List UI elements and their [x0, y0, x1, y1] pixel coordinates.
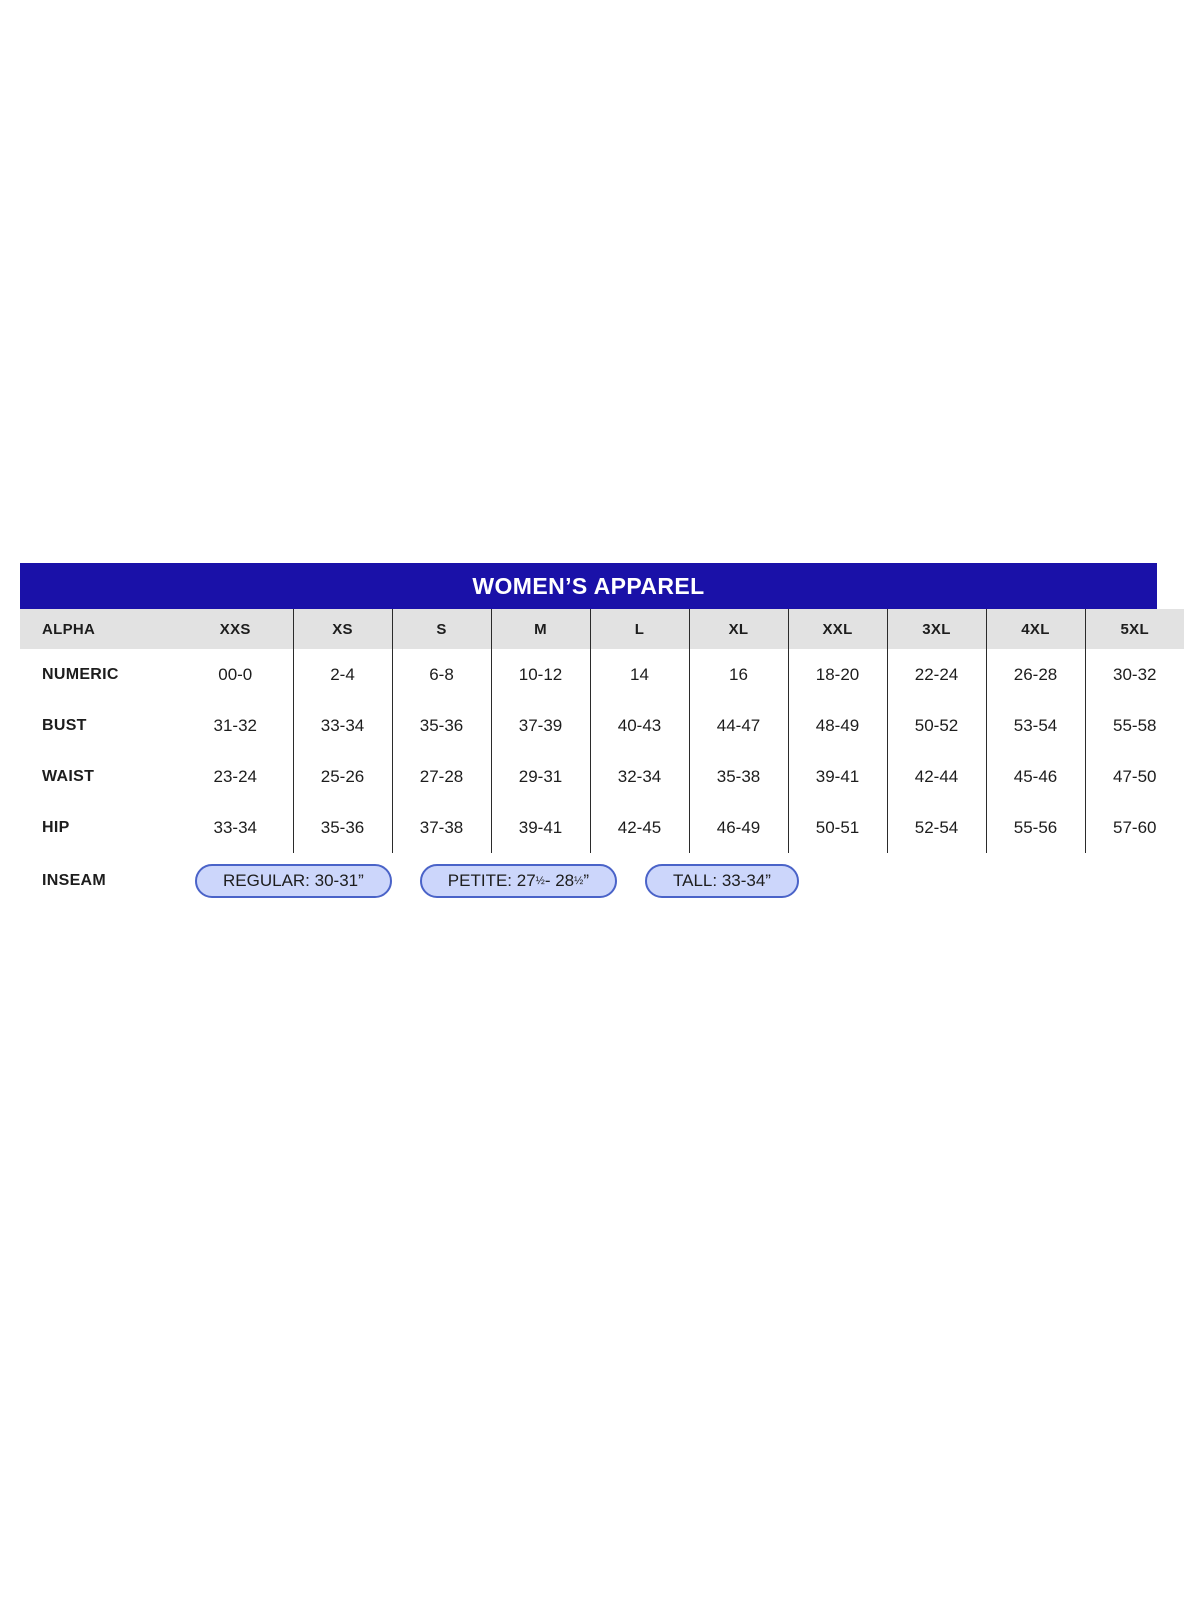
cell-waist-xxl: 39-41 — [787, 751, 887, 802]
column-header-xxl: XXL — [787, 609, 887, 649]
cell-numeric-xxs: 00-0 — [218, 664, 253, 684]
cell-bust-m: 37-39 — [490, 700, 590, 751]
cell-bust-xxl: 48-49 — [787, 700, 887, 751]
inseam-pill-group: REGULAR: 30-31” PETITE: 27 ½ - 28 ½” TALL:… — [178, 864, 1184, 898]
page-title: WOMEN’S APPAREL — [472, 572, 705, 599]
cell-numeric-3xl: 22-24 — [886, 649, 986, 700]
cell-waist-4xl: 45-46 — [985, 751, 1085, 802]
chart-title-bar: WOMEN’S APPAREL — [20, 563, 1157, 609]
cell-hip-xxs: 33-34 — [213, 817, 257, 837]
size-table: ALPHA XXS XS S M L XL XXL 3XL 4XL 5XL NU… — [20, 609, 1184, 909]
cell-hip-xl: 46-49 — [688, 802, 788, 853]
inseam-option-petite[interactable]: PETITE: 27 ½ - 28 ½” — [419, 864, 617, 898]
size-chart: WOMEN’S APPAREL ALPHA XXS XS S M L XL — [20, 563, 1184, 909]
row-label-hip: HIP — [42, 818, 70, 836]
cell-numeric-xs: 2-4 — [292, 649, 392, 700]
cell-waist-xs: 25-26 — [292, 751, 392, 802]
cell-hip-m: 39-41 — [490, 802, 590, 853]
cell-waist-xxs: 23-24 — [213, 766, 257, 786]
table-row-hip: HIP 33-34 35-36 37-38 39-41 42-45 46-49 … — [20, 802, 1184, 853]
column-header-xl: XL — [688, 609, 788, 649]
cell-numeric-4xl: 26-28 — [985, 649, 1085, 700]
cell-hip-s: 37-38 — [391, 802, 491, 853]
cell-bust-xl: 44-47 — [688, 700, 788, 751]
row-label-waist: WAIST — [42, 767, 95, 785]
column-header-m: M — [490, 609, 590, 649]
cell-bust-s: 35-36 — [391, 700, 491, 751]
cell-numeric-m: 10-12 — [490, 649, 590, 700]
cell-bust-l: 40-43 — [589, 700, 689, 751]
cell-numeric-s: 6-8 — [391, 649, 491, 700]
cell-bust-3xl: 50-52 — [886, 700, 986, 751]
inseam-option-petite-suffix: ” — [583, 871, 589, 890]
cell-hip-4xl: 55-56 — [985, 802, 1085, 853]
table-row-inseam: INSEAM REGULAR: 30-31” PETITE: 27 ½ - 28 ½… — [20, 853, 1184, 909]
inseam-options-cell: REGULAR: 30-31” PETITE: 27 ½ - 28 ½” TALL:… — [178, 853, 1184, 909]
column-header-5xl: 5XL — [1084, 609, 1184, 649]
column-header-xxs: XXS — [219, 620, 251, 638]
row-label-bust: BUST — [42, 716, 87, 734]
inseam-option-regular-label: REGULAR: 30-31” — [223, 871, 364, 890]
inseam-option-petite-prefix: PETITE: 27 — [447, 871, 536, 890]
inseam-option-regular[interactable]: REGULAR: 30-31” — [195, 864, 392, 898]
table-header-row: ALPHA XXS XS S M L XL XXL 3XL 4XL 5XL — [20, 609, 1184, 649]
cell-numeric-5xl: 30-32 — [1084, 649, 1184, 700]
cell-waist-xl: 35-38 — [688, 751, 788, 802]
cell-waist-m: 29-31 — [490, 751, 590, 802]
cell-bust-xxs: 31-32 — [213, 715, 257, 735]
inseam-option-petite-mid: - 28 — [544, 871, 575, 890]
cell-bust-xs: 33-34 — [292, 700, 392, 751]
table-row-waist: WAIST 23-24 25-26 27-28 29-31 32-34 35-3… — [20, 751, 1184, 802]
column-header-4xl: 4XL — [985, 609, 1085, 649]
column-header-alpha: ALPHA — [42, 620, 96, 638]
cell-hip-5xl: 57-60 — [1084, 802, 1184, 853]
column-header-xs: XS — [292, 609, 392, 649]
cell-waist-3xl: 42-44 — [886, 751, 986, 802]
column-header-s: S — [391, 609, 491, 649]
inseam-option-tall-label: TALL: 33-34” — [673, 871, 771, 890]
table-row-bust: BUST 31-32 33-34 35-36 37-39 40-43 44-47… — [20, 700, 1184, 751]
cell-waist-5xl: 47-50 — [1084, 751, 1184, 802]
cell-hip-xs: 35-36 — [292, 802, 392, 853]
table-row-numeric: NUMERIC 00-0 2-4 6-8 10-12 14 16 18-20 2… — [20, 649, 1184, 700]
cell-numeric-xxl: 18-20 — [787, 649, 887, 700]
cell-numeric-xl: 16 — [688, 649, 788, 700]
cell-numeric-l: 14 — [589, 649, 689, 700]
cell-hip-3xl: 52-54 — [886, 802, 986, 853]
cell-waist-l: 32-34 — [589, 751, 689, 802]
cell-bust-5xl: 55-58 — [1084, 700, 1184, 751]
cell-hip-xxl: 50-51 — [787, 802, 887, 853]
cell-hip-l: 42-45 — [589, 802, 689, 853]
row-label-numeric: NUMERIC — [42, 665, 119, 683]
column-header-3xl: 3XL — [886, 609, 986, 649]
column-header-l: L — [589, 609, 689, 649]
cell-bust-4xl: 53-54 — [985, 700, 1085, 751]
cell-waist-s: 27-28 — [391, 751, 491, 802]
inseam-option-tall[interactable]: TALL: 33-34” — [645, 864, 799, 898]
row-label-inseam: INSEAM — [42, 872, 107, 889]
